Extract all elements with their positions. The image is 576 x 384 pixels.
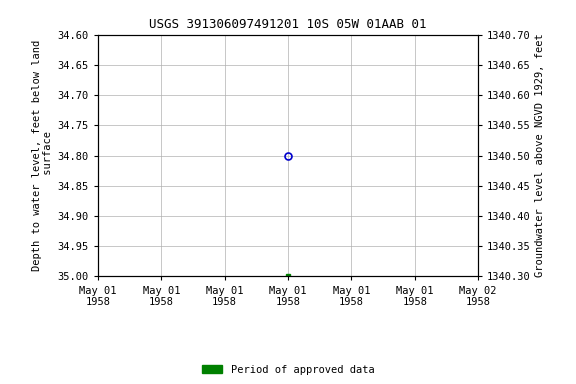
- Y-axis label: Depth to water level, feet below land
 surface: Depth to water level, feet below land su…: [32, 40, 54, 271]
- Title: USGS 391306097491201 10S 05W 01AAB 01: USGS 391306097491201 10S 05W 01AAB 01: [149, 18, 427, 31]
- Y-axis label: Groundwater level above NGVD 1929, feet: Groundwater level above NGVD 1929, feet: [535, 34, 545, 277]
- Legend: Period of approved data: Period of approved data: [198, 361, 378, 379]
